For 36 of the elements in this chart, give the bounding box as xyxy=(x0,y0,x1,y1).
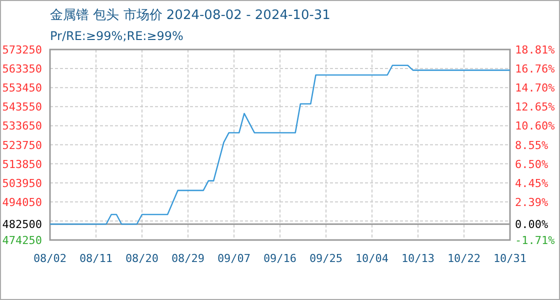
x-tick-label: 10/22 xyxy=(447,252,481,265)
x-tick-label: 08/11 xyxy=(79,252,113,265)
y-tick-label: 474250 xyxy=(2,234,42,247)
x-tick-label: 10/04 xyxy=(355,252,389,265)
y2-tick-label: 6.50% xyxy=(515,158,548,171)
y-tick-label: 563350 xyxy=(2,62,42,76)
y-tick-label: 482500 xyxy=(2,218,42,232)
x-tick-label: 10/31 xyxy=(493,252,527,265)
y-tick-label: 523750 xyxy=(2,138,42,152)
x-tick-label: 09/07 xyxy=(217,252,251,265)
x-tick-label: 09/25 xyxy=(309,252,343,265)
y-tick-label: 543550 xyxy=(2,100,42,114)
y-tick-label: 553450 xyxy=(2,82,42,95)
x-tick-label: 08/20 xyxy=(125,252,159,265)
y2-tick-label: 12.65% xyxy=(515,100,556,114)
x-tick-label: 10/13 xyxy=(401,252,435,265)
x-tick-label: 08/29 xyxy=(171,252,205,265)
y2-tick-label: -1.71% xyxy=(515,234,556,247)
y2-tick-label: 2.39% xyxy=(515,196,548,209)
x-tick-label: 08/02 xyxy=(33,252,67,265)
y-tick-label: 503950 xyxy=(2,176,42,190)
y2-tick-label: 8.55% xyxy=(515,138,548,152)
y2-tick-label: 0.00% xyxy=(515,218,548,232)
chart-subtitle: Pr/RE:≥99%;RE:≥99% xyxy=(50,29,184,43)
y2-tick-label: 18.81% xyxy=(515,44,556,56)
chart-title: 金属镨 包头 市场价 2024-08-02 - 2024-10-31 xyxy=(50,8,330,23)
y-tick-label: 513850 xyxy=(2,158,42,171)
y-tick-label: 533650 xyxy=(2,120,42,133)
x-tick-label: 09/16 xyxy=(263,252,297,265)
y-tick-label: 573250 xyxy=(2,44,42,56)
line-series xyxy=(49,64,511,225)
y-tick-label: 494050 xyxy=(2,196,42,209)
y2-tick-label: 14.70% xyxy=(515,82,556,95)
y2-tick-label: 4.45% xyxy=(515,176,548,190)
y2-tick-label: 16.76% xyxy=(515,62,556,76)
y2-tick-label: 10.60% xyxy=(515,120,556,133)
